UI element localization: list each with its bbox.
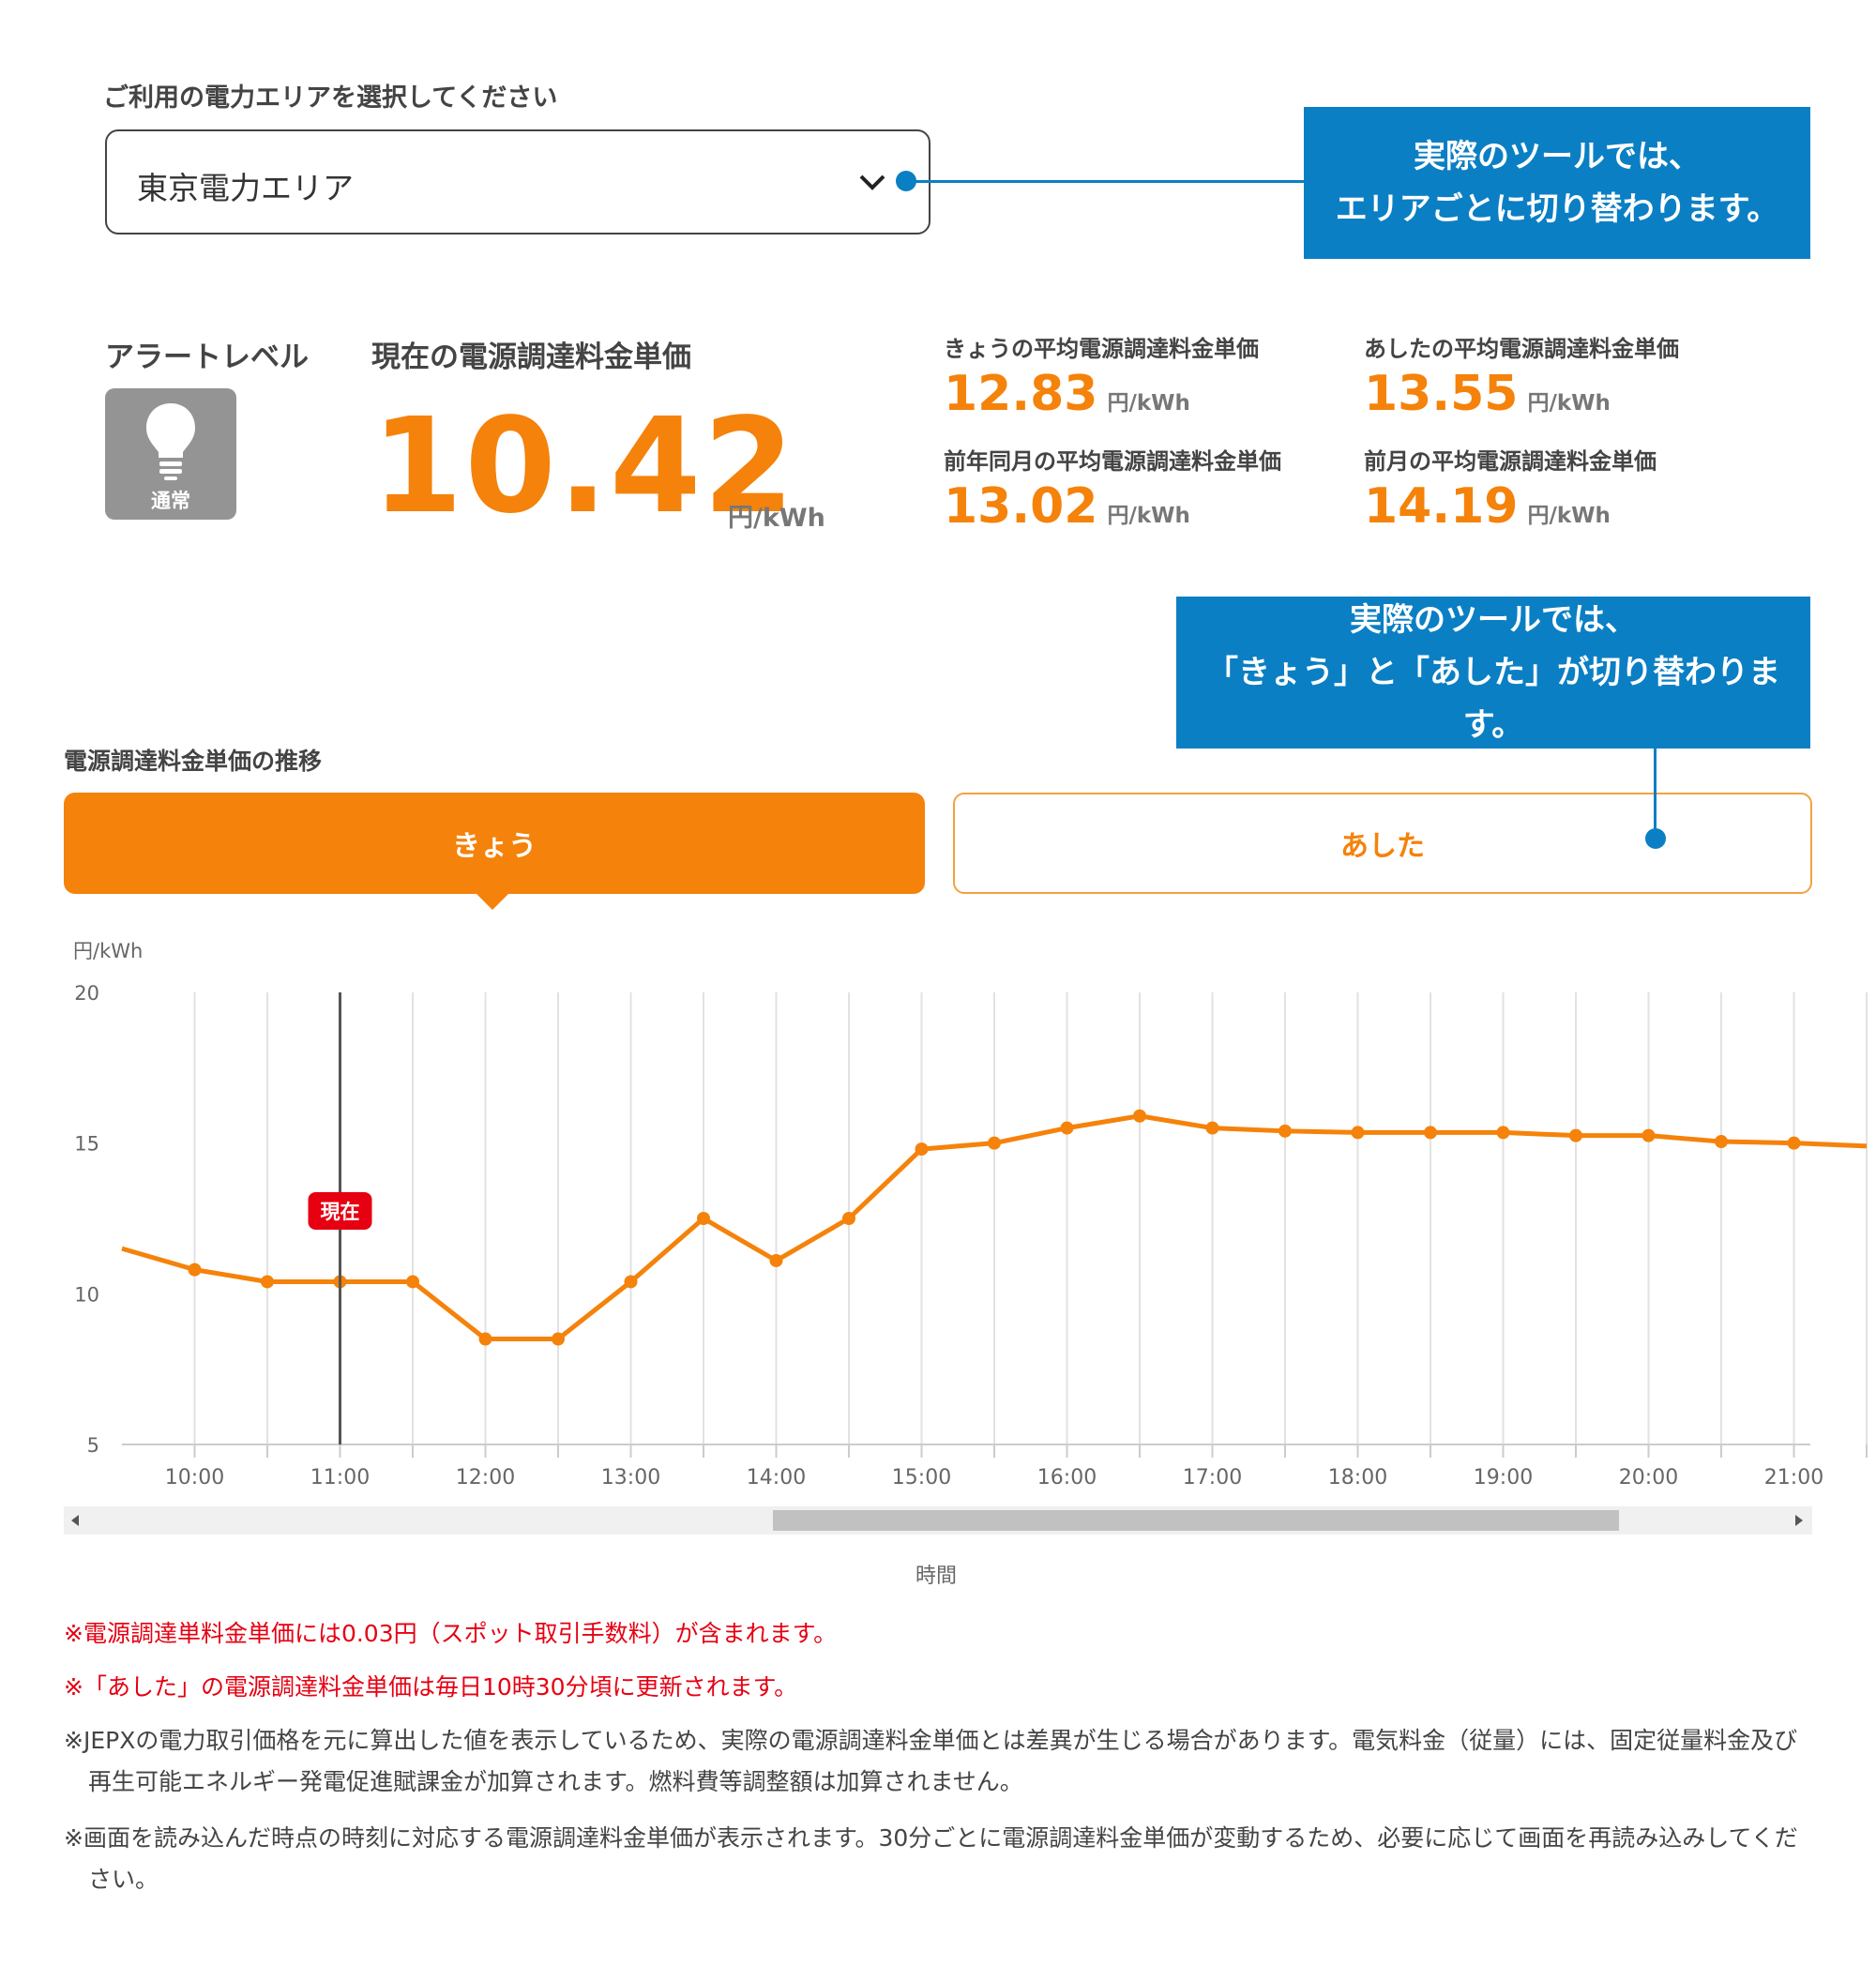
area-callout: 実際のツールでは、 エリアごとに切り替わります。 [1304,107,1810,259]
alert-level-badge: 通常 [105,388,236,520]
last-month-average-title: 前月の平均電源調達料金単価 [1364,448,1657,475]
current-badge-label: 現在 [321,1201,360,1223]
note-fee: ※電源調達単料金単価には0.03円（スポット取引手数料）が含まれます。 [64,1620,838,1647]
price-data-point[interactable] [1060,1121,1074,1135]
price-data-point[interactable] [552,1332,565,1346]
x-tick-label: 18:00 [1328,1466,1387,1490]
price-data-point[interactable] [624,1275,638,1289]
tomorrow-average-value: 13.55 [1364,366,1519,422]
y-tick-label: 20 [74,982,99,1005]
price-data-point[interactable] [915,1142,929,1157]
x-tick-label: 20:00 [1619,1466,1678,1490]
tab-today[interactable]: きょう [64,793,925,894]
price-data-point[interactable] [697,1212,710,1225]
last-month-average-value: 14.19 [1364,478,1519,535]
area-select[interactable]: 東京電力エリア [105,129,930,234]
current-price-unit: 円/kWh [728,504,825,533]
price-data-point[interactable] [1205,1121,1219,1135]
callout-connector-line [906,180,1304,183]
price-data-point[interactable] [1278,1124,1292,1138]
x-tick-label: 10:00 [165,1466,224,1490]
tabs-callout: 実際のツールでは、 「きょう」と「あした」が切り替わります。 [1176,597,1810,749]
area-callout-line-2: エリアごとに切り替わります。 [1335,190,1779,228]
price-data-point[interactable] [406,1275,419,1289]
x-tick-label: 12:00 [456,1466,515,1490]
price-data-point[interactable] [1787,1136,1801,1150]
tabs-callout-connector-line [1654,749,1657,839]
scroll-left-arrow-icon[interactable] [71,1515,79,1526]
tomorrow-average: 13.55 円/kWh [1364,368,1611,420]
price-data-point[interactable] [1496,1126,1510,1140]
current-price-value: 10.42 [371,390,796,543]
last-year-average-unit: 円/kWh [1107,504,1190,528]
alert-level-text: 通常 [151,490,190,512]
today-average-unit: 円/kWh [1107,391,1190,416]
price-data-point[interactable] [1569,1128,1582,1142]
y-tick-label: 10 [74,1283,99,1306]
price-data-point[interactable] [842,1212,855,1225]
last-year-average: 13.02 円/kWh [944,480,1190,533]
price-data-point[interactable] [1133,1109,1146,1123]
x-tick-label: 14:00 [747,1466,806,1490]
chart-scrollbar-thumb[interactable] [773,1510,1619,1531]
note-update-time: ※「あした」の電源調達料金単価は毎日10時30分頃に更新されます。 [64,1673,798,1701]
scroll-right-arrow-icon[interactable] [1795,1515,1803,1526]
note-jepx: ※JEPXの電力取引価格を元に算出した値を表示しているため、実際の電源調達料金単… [64,1727,1798,1795]
price-data-point[interactable] [1642,1128,1656,1142]
area-select-label: ご利用の電力エリアを選択してください [103,83,558,113]
today-average: 12.83 円/kWh [944,368,1190,420]
x-tick-label: 11:00 [310,1466,370,1490]
today-average-value: 12.83 [944,366,1098,422]
last-year-average-title: 前年同月の平均電源調達料金単価 [944,448,1281,475]
tomorrow-average-title: あしたの平均電源調達料金単価 [1364,336,1679,362]
y-tick-label: 5 [87,1434,99,1457]
x-axis-title: 時間 [915,1565,958,1588]
price-data-point[interactable] [188,1263,202,1277]
tabs-callout-connector-dot [1645,828,1666,849]
callout-connector-dot [896,171,916,191]
chevron-down-icon [859,174,885,190]
trend-section-title: 電源調達料金単価の推移 [64,748,323,775]
x-tick-label: 17:00 [1183,1466,1242,1490]
x-tick-label: 13:00 [601,1466,660,1490]
alert-level-title: アラートレベル [105,340,309,374]
tab-tomorrow[interactable]: あした [953,793,1812,894]
y-axis-unit-label: 円/kWh [73,940,143,962]
today-average-title: きょうの平均電源調達料金単価 [944,336,1259,362]
price-data-point[interactable] [1424,1126,1437,1140]
tomorrow-average-unit: 円/kWh [1527,391,1611,416]
price-data-point[interactable] [769,1253,783,1267]
current-badge [308,1191,372,1230]
price-trend-chart: 円/kWh 5 10 15 20 10:00 11:00 12:00 13:00 14:00 15… [73,940,1868,1490]
area-callout-line-1: 実際のツールでは、 [1414,138,1701,175]
note-reload: ※画面を読み込んだ時点の時刻に対応する電源調達料金単価が表示されます。30分ごと… [64,1824,1798,1893]
x-tick-label: 15:00 [892,1466,951,1490]
tabs-callout-line-2: 「きょう」と「あした」が切り替わります。 [1206,654,1780,744]
tabs-callout-line-1: 実際のツールでは、 [1350,601,1637,639]
area-select-value: 東京電力エリア [137,170,354,206]
last-year-average-value: 13.02 [944,478,1098,535]
price-data-point[interactable] [988,1136,1001,1150]
y-tick-label: 15 [74,1133,99,1156]
price-data-point[interactable] [1351,1126,1365,1140]
price-data-point[interactable] [261,1275,274,1289]
x-tick-label: 19:00 [1474,1466,1533,1490]
price-data-point[interactable] [478,1332,492,1346]
last-month-average-unit: 円/kWh [1527,504,1611,528]
active-tab-pointer [476,893,509,910]
price-data-point[interactable] [1715,1135,1728,1149]
x-tick-label: 16:00 [1037,1466,1097,1490]
x-tick-label: 21:00 [1764,1466,1823,1490]
lightbulb-icon [146,403,195,480]
last-month-average: 14.19 円/kWh [1364,480,1611,533]
current-price-title: 現在の電源調達料金単価 [371,340,691,374]
